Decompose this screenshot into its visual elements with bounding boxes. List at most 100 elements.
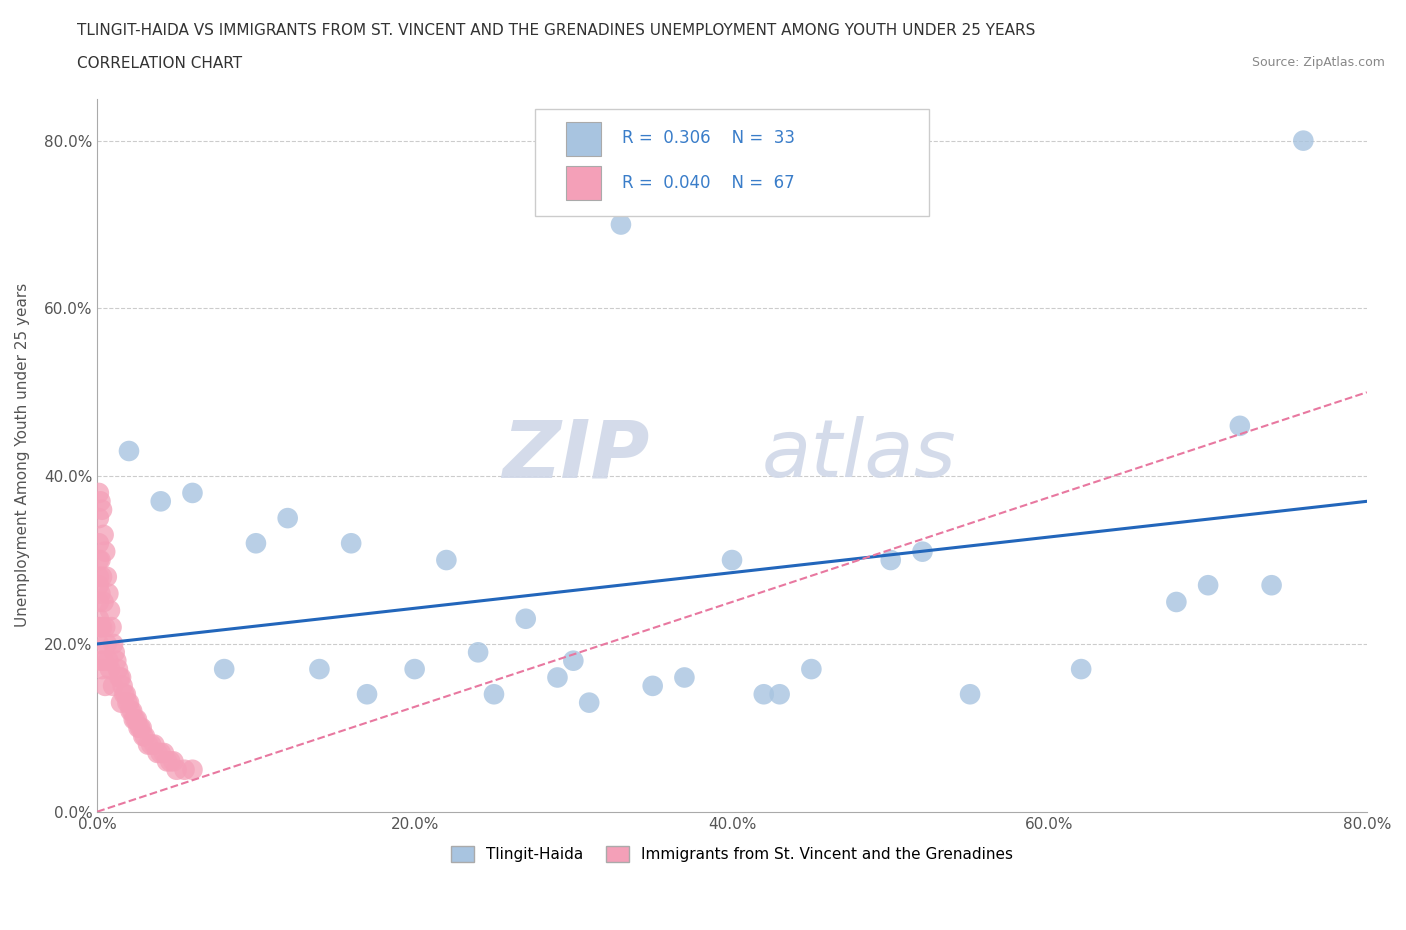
Point xyxy=(96,569,118,584)
Point xyxy=(125,712,148,727)
Point xyxy=(87,594,110,609)
Point xyxy=(277,511,299,525)
Point xyxy=(245,536,267,551)
Point xyxy=(610,217,633,232)
Point xyxy=(94,619,117,634)
Point xyxy=(880,552,903,567)
Text: R =  0.306    N =  33: R = 0.306 N = 33 xyxy=(621,129,794,147)
Point xyxy=(546,670,568,684)
Point xyxy=(1197,578,1219,592)
Point xyxy=(1260,578,1282,592)
Point xyxy=(911,544,934,559)
Point xyxy=(578,696,600,711)
Point xyxy=(959,687,981,702)
Point xyxy=(91,502,114,517)
Point xyxy=(181,763,204,777)
Point xyxy=(111,678,134,693)
Point xyxy=(1292,133,1315,148)
Point xyxy=(91,569,114,584)
Point xyxy=(800,661,823,676)
Point xyxy=(118,444,141,458)
Point xyxy=(129,721,152,736)
Point xyxy=(107,661,129,676)
Point xyxy=(87,619,110,634)
Point xyxy=(1166,594,1188,609)
Point xyxy=(110,670,132,684)
Point xyxy=(93,527,115,542)
Point xyxy=(340,536,363,551)
Point xyxy=(1070,661,1092,676)
Point xyxy=(141,737,163,752)
Point xyxy=(93,653,115,668)
Point xyxy=(166,763,188,777)
Point xyxy=(143,737,166,752)
Point xyxy=(181,485,204,500)
FancyBboxPatch shape xyxy=(565,122,602,156)
Point xyxy=(173,763,195,777)
Point xyxy=(117,696,139,711)
Point xyxy=(97,586,120,601)
Point xyxy=(87,536,110,551)
Point xyxy=(212,661,235,676)
Point xyxy=(97,653,120,668)
Point xyxy=(87,569,110,584)
Point xyxy=(131,721,153,736)
Point xyxy=(98,661,121,676)
Point xyxy=(156,754,179,769)
Point xyxy=(98,603,121,618)
Point xyxy=(356,687,378,702)
Point xyxy=(96,636,118,651)
Point xyxy=(153,746,176,761)
Point xyxy=(128,721,150,736)
Point xyxy=(89,586,111,601)
Point xyxy=(118,696,141,711)
Point xyxy=(482,687,505,702)
Point xyxy=(467,644,489,659)
Point xyxy=(721,552,744,567)
Point xyxy=(121,704,143,719)
Point xyxy=(120,704,142,719)
Point xyxy=(515,611,537,626)
Text: Source: ZipAtlas.com: Source: ZipAtlas.com xyxy=(1251,56,1385,69)
Point xyxy=(149,494,172,509)
FancyBboxPatch shape xyxy=(565,166,602,200)
Point xyxy=(87,636,110,651)
Y-axis label: Unemployment Among Youth under 25 years: Unemployment Among Youth under 25 years xyxy=(15,283,30,628)
Point xyxy=(114,687,136,702)
Text: ZIP: ZIP xyxy=(502,417,650,494)
Point xyxy=(308,661,330,676)
Point xyxy=(162,754,184,769)
FancyBboxPatch shape xyxy=(536,110,929,217)
Point xyxy=(87,578,110,592)
Point xyxy=(91,661,114,676)
Point xyxy=(146,746,169,761)
Point xyxy=(134,729,156,744)
Point xyxy=(89,552,111,567)
Point xyxy=(87,611,110,626)
Text: TLINGIT-HAIDA VS IMMIGRANTS FROM ST. VINCENT AND THE GRENADINES UNEMPLOYMENT AMO: TLINGIT-HAIDA VS IMMIGRANTS FROM ST. VIN… xyxy=(77,23,1036,38)
Point xyxy=(101,678,124,693)
Point xyxy=(108,670,131,684)
Point xyxy=(94,678,117,693)
Point xyxy=(89,619,111,634)
Text: R =  0.040    N =  67: R = 0.040 N = 67 xyxy=(621,174,794,193)
Point xyxy=(752,687,775,702)
Point xyxy=(105,653,128,668)
Point xyxy=(110,696,132,711)
Point xyxy=(769,687,792,702)
Text: atlas: atlas xyxy=(762,417,956,494)
Point xyxy=(89,494,111,509)
Text: CORRELATION CHART: CORRELATION CHART xyxy=(77,56,242,71)
Point xyxy=(100,619,122,634)
Point xyxy=(101,636,124,651)
Point xyxy=(124,712,146,727)
Point xyxy=(94,544,117,559)
Point xyxy=(91,619,114,634)
Point xyxy=(149,746,172,761)
Point xyxy=(434,552,457,567)
Point xyxy=(404,661,426,676)
Point xyxy=(104,644,127,659)
Point xyxy=(132,729,155,744)
Point xyxy=(93,594,115,609)
Legend: Tlingit-Haida, Immigrants from St. Vincent and the Grenadines: Tlingit-Haida, Immigrants from St. Vince… xyxy=(444,840,1019,869)
